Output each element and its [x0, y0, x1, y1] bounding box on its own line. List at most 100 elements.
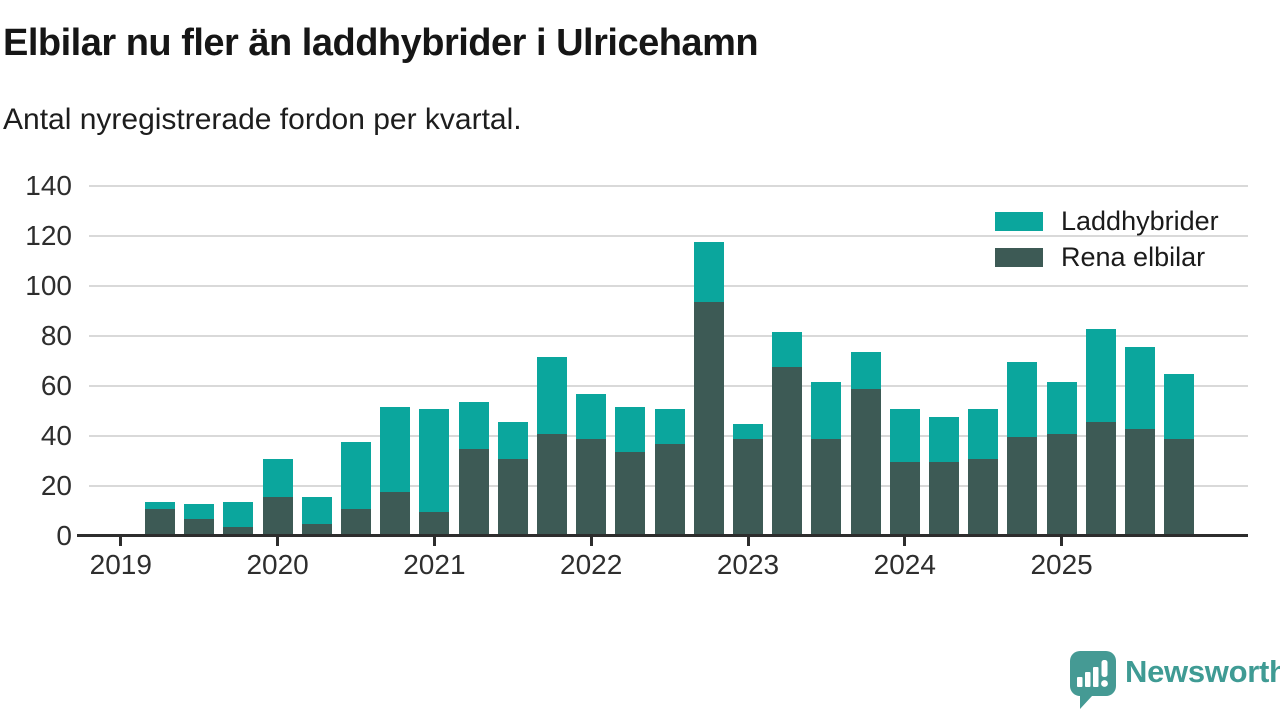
- bar-segment-rena-elbilar: [654, 444, 685, 534]
- bar-segment-rena-elbilar: [341, 509, 371, 534]
- x-tick-label-2025: 2025: [1030, 549, 1093, 580]
- bar-segment-laddhybrider: [889, 409, 920, 462]
- x-tick-label-2022: 2022: [560, 549, 623, 580]
- bar-segment-laddhybrider: [811, 381, 842, 439]
- bar-segment-laddhybrider: [262, 459, 293, 497]
- bar-segment-laddhybrider: [850, 351, 881, 389]
- bar-segment-laddhybrider: [1085, 329, 1116, 422]
- bar-2024-q3: [968, 409, 999, 534]
- gridline-120: [89, 235, 1248, 237]
- bar-segment-rena-elbilar: [1046, 434, 1077, 534]
- bar-2023-q1: [733, 424, 763, 534]
- bar-segment-rena-elbilar: [733, 439, 763, 534]
- bar-2023-q3: [811, 381, 842, 534]
- bar-2020-q4: [380, 406, 411, 534]
- bar-segment-rena-elbilar: [497, 459, 528, 534]
- bar-segment-rena-elbilar: [380, 491, 411, 534]
- y-tick-label-20: 20: [40, 470, 72, 501]
- x-tick-2019: [119, 537, 123, 546]
- bar-segment-rena-elbilar: [968, 459, 999, 534]
- bar-2021-q4: [537, 356, 567, 534]
- bar-segment-laddhybrider: [733, 424, 763, 439]
- gridline-80: [89, 335, 1248, 337]
- bar-segment-rena-elbilar: [223, 526, 254, 534]
- bar-segment-rena-elbilar: [301, 524, 332, 534]
- y-axis-labels: 0 20 40 60 80 100 120 140: [0, 171, 72, 551]
- bar-segment-rena-elbilar: [772, 366, 803, 534]
- x-tick-label-2020: 2020: [246, 549, 309, 580]
- bar-segment-laddhybrider: [419, 409, 450, 512]
- bar-2020-q1: [262, 459, 293, 534]
- y-tick-label-80: 80: [40, 320, 72, 351]
- bar-segment-laddhybrider: [301, 496, 332, 524]
- bar-2025-q2: [1085, 329, 1116, 534]
- bar-segment-laddhybrider: [145, 501, 175, 509]
- bar-2025-q3: [1125, 346, 1155, 534]
- bar-segment-laddhybrider: [1125, 346, 1155, 429]
- bar-segment-rena-elbilar: [145, 509, 175, 534]
- bar-segment-rena-elbilar: [615, 451, 646, 534]
- bar-segment-laddhybrider: [1046, 381, 1077, 434]
- bar-segment-rena-elbilar: [458, 449, 489, 534]
- bar-2024-q4: [1007, 361, 1038, 534]
- bar-segment-laddhybrider: [615, 406, 646, 452]
- bar-segment-laddhybrider: [1007, 361, 1038, 437]
- bar-2019-q4: [223, 501, 254, 534]
- bar-segment-rena-elbilar: [929, 461, 959, 534]
- bar-2022-q4: [693, 241, 724, 534]
- y-tick-label-60: 60: [40, 370, 72, 401]
- bar-segment-laddhybrider: [576, 394, 607, 439]
- legend-item-rena-elbilar: Rena elbilar: [995, 239, 1219, 275]
- bar-segment-laddhybrider: [693, 241, 724, 302]
- plot-area: 2019 2020 2021 2022 2023 2024 2025: [77, 185, 1248, 580]
- bar-2019-q2: [145, 501, 175, 534]
- gridline-60: [89, 385, 1248, 387]
- y-tick-label-140: 140: [25, 170, 72, 201]
- bar-segment-rena-elbilar: [1007, 436, 1038, 534]
- bar-segment-rena-elbilar: [576, 439, 607, 534]
- bar-2022-q2: [615, 406, 646, 534]
- bar-segment-rena-elbilar: [537, 434, 567, 534]
- bar-2021-q1: [419, 409, 450, 534]
- y-tick-label-40: 40: [40, 420, 72, 451]
- newsworthy-logo-icon: [1070, 651, 1116, 709]
- legend-label-laddhybrider: Laddhybrider: [1061, 205, 1219, 236]
- x-tick-label-2019: 2019: [89, 549, 152, 580]
- bar-segment-rena-elbilar: [889, 461, 920, 534]
- x-tick-label-2024: 2024: [873, 549, 936, 580]
- chart-subtitle: Antal nyregistrerade fordon per kvartal.: [3, 103, 522, 136]
- x-tick-2022: [589, 537, 593, 546]
- bar-segment-laddhybrider: [929, 416, 959, 462]
- bar-2022-q1: [576, 394, 607, 534]
- bar-segment-laddhybrider: [223, 501, 254, 527]
- bar-segment-laddhybrider: [772, 331, 803, 367]
- bar-2023-q4: [850, 351, 881, 534]
- bar-segment-laddhybrider: [341, 441, 371, 509]
- x-tick-2025: [1060, 537, 1064, 546]
- bar-2019-q3: [184, 504, 215, 534]
- bar-segment-laddhybrider: [968, 409, 999, 459]
- legend-label-rena-elbilar: Rena elbilar: [1061, 241, 1206, 272]
- brand-footer: Newsworthy.: [1068, 651, 1280, 709]
- x-tick-label-2021: 2021: [403, 549, 466, 580]
- legend-item-laddhybrider: Laddhybrider: [995, 203, 1219, 239]
- bar-2025-q1: [1046, 381, 1077, 534]
- bar-segment-rena-elbilar: [850, 389, 881, 534]
- bar-segment-laddhybrider: [497, 421, 528, 459]
- bar-2020-q3: [341, 441, 371, 534]
- x-tick-2024: [903, 537, 907, 546]
- chart-title: Elbilar nu fler än laddhybrider i Ulrice…: [3, 22, 759, 64]
- bar-segment-laddhybrider: [380, 406, 411, 492]
- bar-segment-rena-elbilar: [1164, 439, 1195, 534]
- bar-2020-q2: [301, 496, 332, 534]
- gridline-140: [89, 185, 1248, 187]
- x-tick-2023: [746, 537, 750, 546]
- bar-segment-rena-elbilar: [693, 301, 724, 534]
- x-tick-label-2023: 2023: [716, 549, 780, 580]
- bar-segment-rena-elbilar: [184, 519, 215, 534]
- bar-2023-q2: [772, 331, 803, 534]
- x-tick-2020: [276, 537, 280, 546]
- bar-segment-rena-elbilar: [1125, 429, 1155, 534]
- bar-2021-q3: [497, 421, 528, 534]
- bar-segment-rena-elbilar: [811, 439, 842, 534]
